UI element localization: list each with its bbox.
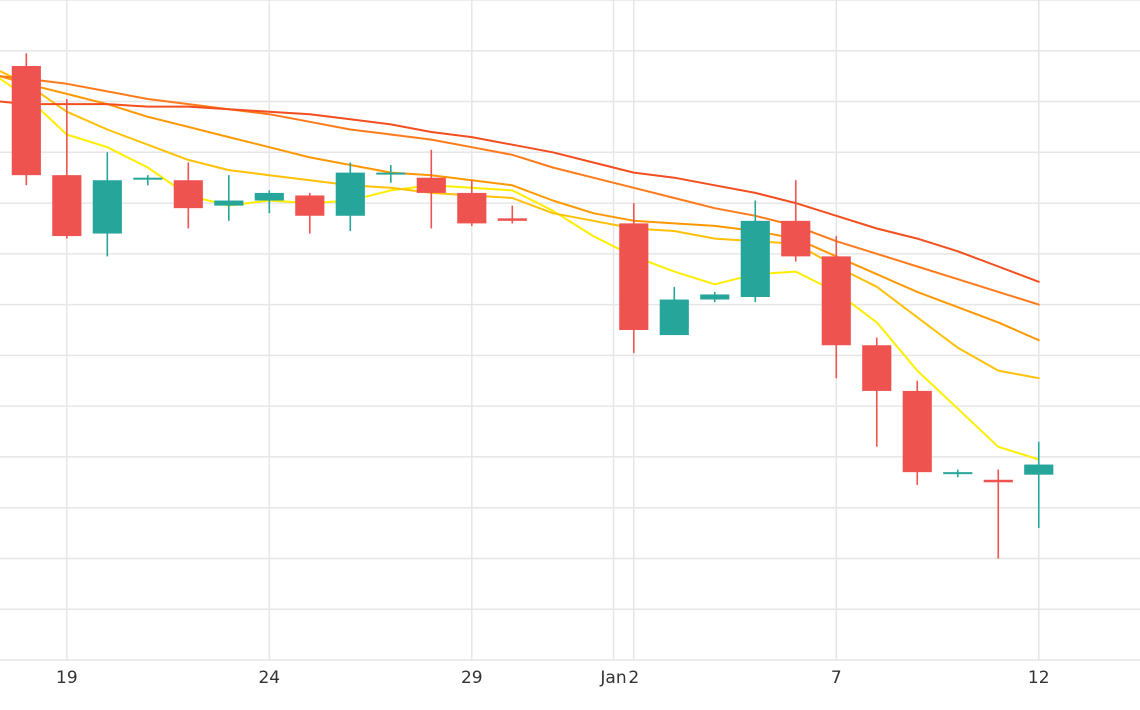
x-tick-label: 29 [461,668,483,688]
moving-average-lines [0,70,1040,461]
candle-down [497,205,527,224]
candle-body [821,256,851,346]
candle-up [133,175,163,186]
candle-up [254,190,284,214]
x-tick-label: 12 [1028,668,1050,688]
moving-average-line [0,75,1040,306]
candle-body [740,220,770,297]
candle-body [335,172,365,216]
candle-body [497,218,527,221]
candle-down [416,149,446,229]
moving-average-line [0,77,1040,461]
candle-body [983,479,1013,483]
candle-body [619,223,649,330]
candle-down [781,180,811,262]
candle-body [52,175,82,237]
plot-area [0,53,1054,559]
x-tick-label: 19 [56,668,78,688]
candle-down [821,236,851,379]
candle-body [11,66,41,176]
x-tick-label: 24 [258,668,280,688]
candle-body [902,390,932,473]
x-tick-label: 2 [628,668,639,688]
grid-lines [0,0,1140,661]
candle-up [376,165,406,183]
candle-body [1024,464,1054,475]
candle-body [659,299,689,336]
candle-body [943,472,973,475]
candle-body [416,177,446,193]
candle-down [862,337,892,447]
x-tick-label: 7 [831,668,842,688]
candle-down [295,192,325,234]
candle-body [92,180,122,234]
moving-average-line [0,100,1040,283]
candle-up [700,291,730,303]
candles [11,53,1054,559]
candle-down [457,180,487,226]
candle-body [376,172,406,175]
candle-body [781,220,811,257]
candle-body [173,180,203,209]
candle-up [214,175,244,221]
candle-body [457,192,487,224]
candle-body [133,177,163,180]
candle-down [173,162,203,229]
candle-body [254,192,284,201]
candle-down [52,99,82,239]
candle-body [214,200,244,206]
candle-down [619,203,649,353]
candle-down [902,380,932,485]
x-axis-ticks: 19 24 29 Jan 2 7 12 [56,668,1050,688]
candle-down [983,469,1013,559]
x-tick-label: Jan [599,668,626,688]
moving-average-line [0,75,1040,342]
candle-body [862,345,892,391]
candle-up [335,162,365,231]
moving-average-line [0,70,1040,380]
candle-up [740,200,770,303]
candle-down [11,53,41,186]
candle-up [1024,441,1054,528]
candle-up [943,469,973,478]
candle-up [92,152,122,257]
candle-body [700,294,730,300]
candle-body [295,195,325,216]
candle-up [659,286,689,336]
